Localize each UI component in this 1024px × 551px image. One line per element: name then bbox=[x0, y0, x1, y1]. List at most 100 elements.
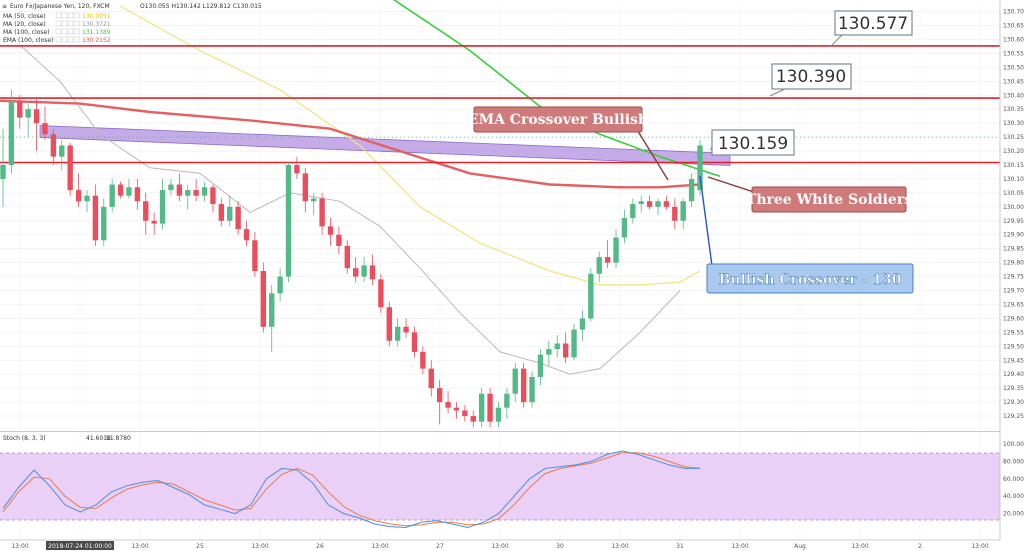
candle-body bbox=[386, 307, 392, 341]
price-tick-label: 129.450 bbox=[1003, 357, 1024, 364]
indicator-toolbar-icon[interactable] bbox=[73, 36, 80, 43]
time-tick-label: 31 bbox=[676, 543, 684, 550]
indicator-toolbar-icon[interactable] bbox=[55, 20, 62, 27]
candle-body bbox=[646, 201, 653, 207]
candle-body bbox=[621, 218, 628, 238]
indicator-toolbar-icon[interactable] bbox=[67, 36, 74, 43]
price-tick-label: 129.600 bbox=[1003, 315, 1024, 322]
indicator-toolbar-icon[interactable] bbox=[61, 28, 68, 35]
candle-body bbox=[571, 329, 577, 358]
callout-ema-text: EMA Crossover Bullish bbox=[468, 112, 648, 128]
time-axis-ticks: 13:00 2018-07-24 01:00:00 13:00 25 13:00 26 13… bbox=[11, 541, 989, 550]
time-tick-label: 13:00 bbox=[251, 543, 268, 550]
price-tick-label: 130.100 bbox=[1003, 176, 1024, 183]
price-tick-label: 129.400 bbox=[1003, 371, 1024, 378]
price-tick-label: 130.700 bbox=[1003, 9, 1024, 16]
time-tick-label: 13:00 bbox=[851, 543, 868, 550]
candle-body bbox=[546, 349, 552, 355]
candle-body bbox=[294, 165, 300, 174]
candle-body bbox=[151, 220, 157, 224]
candle-body bbox=[50, 134, 57, 157]
candle-body bbox=[655, 201, 661, 207]
candle-body bbox=[630, 204, 636, 218]
candle-body bbox=[176, 184, 183, 196]
candle-body bbox=[369, 265, 376, 280]
candle-body bbox=[403, 326, 409, 333]
time-tick-label: 13:00 bbox=[131, 543, 148, 550]
candle-body bbox=[680, 201, 686, 221]
hamburger-icon[interactable]: ≡ bbox=[2, 3, 7, 10]
stoch-tick-label: 100.0000 bbox=[1003, 441, 1024, 448]
candle-body bbox=[353, 268, 359, 277]
time-tick-label: 26 bbox=[316, 543, 324, 550]
candlestick-series bbox=[0, 89, 703, 428]
candle-body bbox=[252, 240, 258, 271]
price-tick-label: 130.500 bbox=[1003, 64, 1024, 71]
candle-body bbox=[117, 184, 124, 196]
candle-body bbox=[554, 343, 560, 350]
indicator-toolbar-icon[interactable] bbox=[67, 20, 74, 27]
indicator-toolbar-icon[interactable] bbox=[73, 20, 80, 27]
symbol-title: Euro Fx/Japanese Yen, 120, FXCM bbox=[10, 3, 110, 10]
indicator-toolbar-icon[interactable] bbox=[67, 12, 74, 19]
price-tick-label: 130.400 bbox=[1003, 92, 1024, 99]
callout-ema-crossover: EMA Crossover Bullish bbox=[468, 106, 669, 181]
indicator-value: 130.3721 bbox=[82, 21, 111, 28]
candle-body bbox=[126, 187, 132, 196]
indicator-legend: MA (50, close) 130.0051 MA (20, close) 130.… bbox=[3, 12, 111, 44]
indicator-toolbar-icon[interactable] bbox=[67, 28, 74, 35]
indicator-value: 130.2152 bbox=[82, 37, 111, 44]
stoch-tick-label: 60.0000 bbox=[1003, 476, 1024, 483]
price-tick-label: 130.250 bbox=[1003, 134, 1024, 141]
price-tick-label: 130.300 bbox=[1003, 120, 1024, 127]
indicator-toolbar-icon[interactable] bbox=[73, 12, 80, 19]
price-tick-label: 130.000 bbox=[1003, 204, 1024, 211]
price-tick-label: 130.600 bbox=[1003, 36, 1024, 43]
indicator-label: EMA (100, close) bbox=[3, 37, 53, 44]
price-tick-label: 130.550 bbox=[1003, 50, 1024, 57]
candle-body bbox=[436, 388, 443, 403]
candle-body bbox=[378, 279, 384, 308]
candle-body bbox=[227, 206, 233, 221]
candle-body bbox=[319, 198, 325, 227]
indicator-toolbar-icon[interactable] bbox=[61, 20, 68, 27]
candle-body bbox=[495, 407, 502, 422]
indicator-toolbar-icon[interactable] bbox=[61, 36, 68, 43]
candle-body bbox=[588, 273, 594, 319]
stoch-d-line bbox=[2, 452, 701, 527]
candle-body bbox=[336, 234, 342, 246]
candle-body bbox=[25, 109, 31, 118]
candle-body bbox=[17, 100, 23, 118]
ohlc-readout: O130.055 H130.142 L129.812 C130.015 bbox=[140, 3, 262, 10]
candle-body bbox=[67, 145, 73, 191]
callout-130159-text: 130.159 bbox=[718, 134, 788, 154]
price-axis-ticks: 130.700 130.650 130.600 130.550 130.500 130.4… bbox=[1003, 9, 1024, 420]
time-tick-label: 13:00 bbox=[971, 543, 988, 550]
stoch-axis-ticks: 100.0000 80.0000 60.0000 40.0000 20.0000 bbox=[1003, 441, 1024, 518]
price-tick-label: 129.650 bbox=[1003, 301, 1024, 308]
indicator-toolbar-icon[interactable] bbox=[55, 36, 62, 43]
callout-130577: 130.577 bbox=[829, 10, 913, 48]
candle-body bbox=[470, 416, 476, 422]
time-cursor-label bbox=[46, 541, 114, 550]
candle-body bbox=[143, 201, 149, 221]
candle-body bbox=[428, 368, 434, 389]
candle-body bbox=[59, 145, 65, 157]
time-tick-label: 13:00 bbox=[11, 543, 28, 550]
stoch-k-line bbox=[2, 450, 700, 529]
candle-body bbox=[101, 206, 107, 241]
indicator-toolbar-icon[interactable] bbox=[55, 28, 62, 35]
indicator-toolbar-icon[interactable] bbox=[55, 12, 62, 19]
callout-bullish-text: Bullish Crossover - 130 bbox=[718, 272, 901, 288]
stoch-title: Stoch (8, 3, 3) bbox=[3, 435, 46, 442]
candle-body bbox=[411, 332, 418, 352]
candle-body bbox=[159, 190, 166, 224]
indicator-toolbar-icon[interactable] bbox=[61, 12, 68, 19]
indicator-toolbar-icon[interactable] bbox=[73, 28, 80, 35]
indicator-label: MA (20, close) bbox=[3, 21, 46, 28]
candle-body bbox=[596, 257, 602, 274]
candle-body bbox=[277, 276, 283, 294]
callout-130577-text: 130.577 bbox=[838, 14, 908, 34]
indicator-value: 130.0051 bbox=[82, 13, 111, 20]
